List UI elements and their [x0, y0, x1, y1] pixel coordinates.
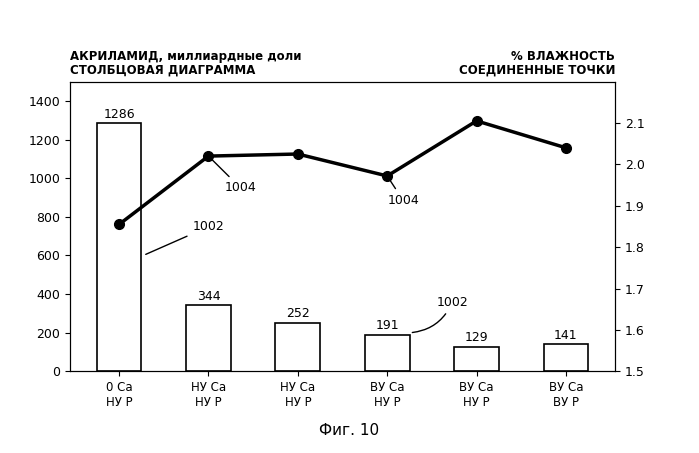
Text: 344: 344	[196, 289, 220, 303]
Text: 252: 252	[286, 308, 310, 320]
Text: АКРИЛАМИД, миллиардные доли: АКРИЛАМИД, миллиардные доли	[70, 50, 301, 63]
Text: 129: 129	[465, 331, 489, 344]
Text: 1002: 1002	[145, 220, 224, 255]
Bar	[275, 323, 320, 371]
Text: 1002: 1002	[412, 296, 468, 333]
Text: 141: 141	[554, 329, 578, 342]
Bar	[365, 335, 410, 371]
Text: СТОЛБЦОВАЯ ДИАГРАММА: СТОЛБЦОВАЯ ДИАГРАММА	[70, 64, 255, 77]
Text: 1004: 1004	[210, 158, 257, 194]
Text: 1286: 1286	[103, 107, 135, 120]
Text: 1004: 1004	[387, 178, 419, 207]
Text: СОЕДИНЕННЫЕ ТОЧКИ: СОЕДИНЕННЫЕ ТОЧКИ	[459, 64, 615, 77]
Bar	[544, 344, 589, 371]
Text: Фиг. 10: Фиг. 10	[319, 423, 380, 438]
Bar	[186, 305, 231, 371]
Bar	[454, 347, 499, 371]
Text: 191: 191	[375, 319, 399, 332]
Bar	[96, 123, 141, 371]
Text: % ВЛАЖНОСТЬ: % ВЛАЖНОСТЬ	[511, 50, 615, 63]
